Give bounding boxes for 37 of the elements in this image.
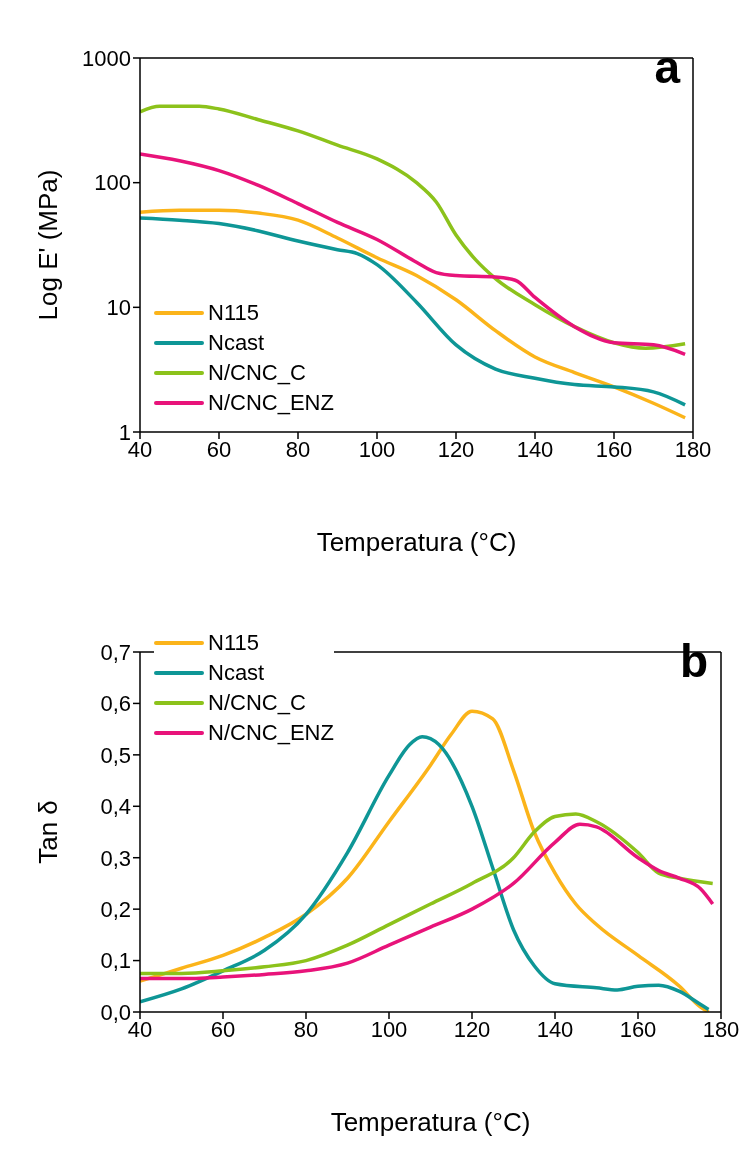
- x-axis-title: Temperatura (°C): [330, 1107, 531, 1137]
- x-tick-label: 180: [674, 436, 712, 462]
- legend-label: N115: [208, 629, 259, 657]
- legend-label: N/CNC_ENZ: [208, 389, 334, 417]
- x-tick-label: 120: [437, 436, 475, 462]
- x-tick-label: 140: [536, 1016, 574, 1042]
- x-tick-label: 60: [210, 1016, 236, 1042]
- y-tick-label: 0,5: [100, 742, 131, 768]
- y-tick-label: 1000: [82, 45, 131, 71]
- x-tick-label: 160: [595, 436, 633, 462]
- y-tick-label: 0,6: [100, 691, 131, 717]
- y-tick-label: 0,7: [100, 639, 131, 665]
- x-axis-title: Temperatura (°C): [316, 527, 517, 557]
- y-tick-label: 100: [94, 170, 131, 196]
- y-tick-label: 0,4: [100, 794, 131, 820]
- x-tick-label: 160: [619, 1016, 657, 1042]
- x-tick-label: 80: [293, 1016, 319, 1042]
- legend-label: N/CNC_C: [208, 359, 306, 387]
- x-tick-label: 80: [285, 436, 311, 462]
- legend-label: N/CNC_ENZ: [208, 719, 334, 747]
- x-tick-label: 100: [358, 436, 396, 462]
- y-tick-label: 0,1: [100, 948, 131, 974]
- y-tick-label: 10: [106, 295, 131, 321]
- y-axis-title: Log E' (MPa): [33, 169, 64, 321]
- legend-label: N115: [208, 299, 259, 327]
- x-tick-label: 120: [453, 1016, 491, 1042]
- x-tick-label: 60: [206, 436, 232, 462]
- legend-label: Ncast: [208, 659, 265, 687]
- x-tick-label: 180: [702, 1016, 740, 1042]
- y-tick-label: 0,2: [100, 896, 131, 922]
- legend-label: Ncast: [208, 329, 265, 357]
- x-tick-label: 100: [370, 1016, 408, 1042]
- y-tick-label: 0,3: [100, 845, 131, 871]
- legend-label: N/CNC_C: [208, 689, 306, 717]
- y-axis-title: Tan δ: [33, 800, 64, 864]
- line-series: [140, 152, 687, 357]
- x-tick-label: 140: [516, 436, 554, 462]
